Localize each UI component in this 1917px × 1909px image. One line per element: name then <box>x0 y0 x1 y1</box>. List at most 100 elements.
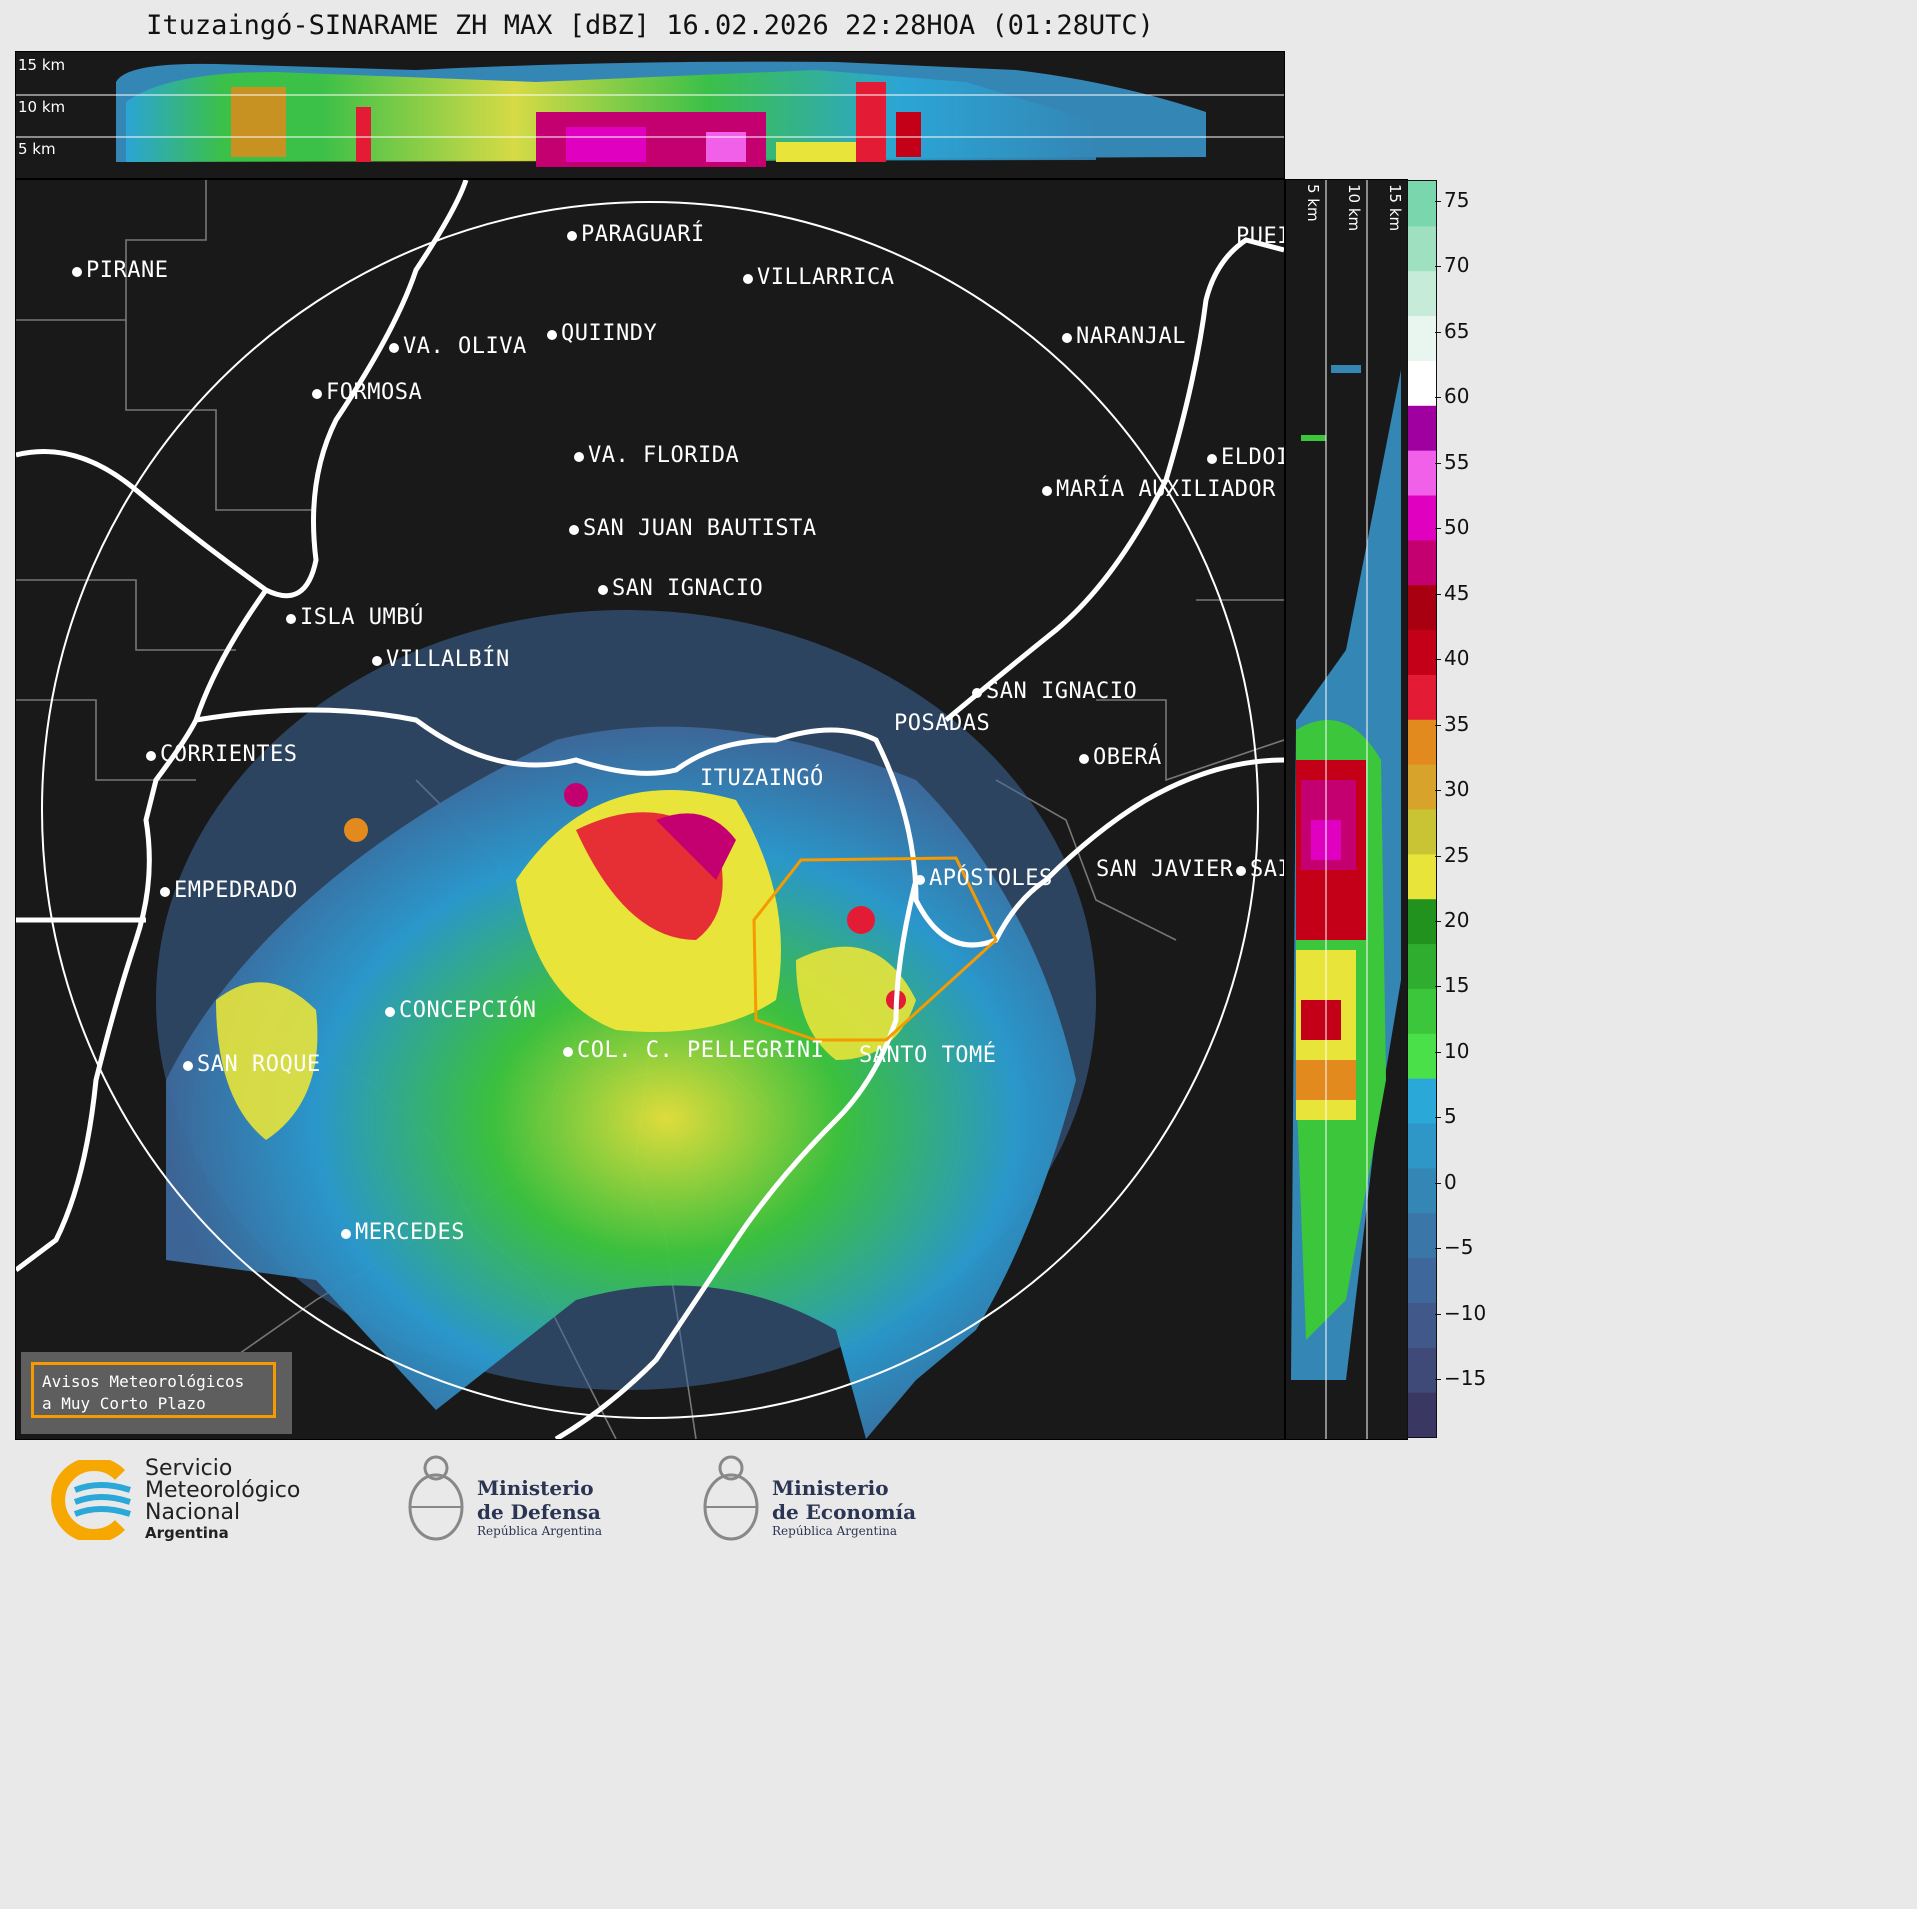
argentina-shield-icon <box>408 1455 464 1541</box>
colorbar-swatch <box>1408 1033 1436 1079</box>
river-lines <box>16 180 1284 1439</box>
economia-logo: Ministerio de Economía República Argenti… <box>698 1452 938 1552</box>
colorbar-swatch <box>1408 1347 1436 1393</box>
radar-map-panel: PIRANE PARAGUARÍ VILLARRICA VA. OLIVA QU… <box>15 179 1285 1440</box>
city-villalbin: VILLALBÍN <box>372 647 510 672</box>
defensa-logo-line-3: República Argentina <box>477 1524 603 1538</box>
colorbar-tick-label: 50 <box>1434 515 1470 540</box>
colorbar-tick-label: 45 <box>1434 580 1470 605</box>
colorbar-tick-label: −5 <box>1434 1235 1474 1260</box>
city-concepcion: CONCEPCIÓN <box>385 998 536 1023</box>
colorbar-swatch <box>1408 764 1436 810</box>
colorbar-swatch <box>1408 181 1436 227</box>
colorbar-tick-label: 70 <box>1434 253 1470 278</box>
colorbar-tick-label: 35 <box>1434 711 1470 736</box>
economia-logo-line-1: Ministerio <box>772 1476 889 1500</box>
city-puei: PUEI <box>1236 224 1284 249</box>
colorbar-swatches <box>1408 181 1436 1437</box>
km-label-10: 10 km <box>18 98 66 116</box>
city-naranjal: NARANJAL <box>1062 324 1186 349</box>
colorbar-swatch <box>1408 853 1436 900</box>
city-col-c-pellegrini: COL. C. PELLEGRINI <box>563 1038 824 1063</box>
city-formosa: FORMOSA <box>312 380 422 405</box>
smn-logo-line-2: Meteorológico <box>145 1478 301 1503</box>
smn-logo-line-1: Servicio <box>145 1456 233 1481</box>
colorbar-swatch <box>1408 1392 1436 1437</box>
colorbar-swatch <box>1408 1212 1436 1259</box>
colorbar-tick-label: 40 <box>1434 646 1470 671</box>
colorbar-tick-label: 15 <box>1434 973 1470 998</box>
colorbar-tick-label: 60 <box>1434 384 1470 409</box>
colorbar-tick-label: 75 <box>1434 188 1470 212</box>
chart-title: Ituzaingó-SINARAME ZH MAX [dBZ] 16.02.20… <box>146 10 1154 41</box>
colorbar-tick-label: −15 <box>1434 1366 1487 1391</box>
colorbar-swatch <box>1408 674 1436 720</box>
top-cross-section-panel: 15 km 10 km 5 km <box>15 51 1285 179</box>
colorbar-tick-label: 0 <box>1435 1169 1457 1194</box>
colorbar-swatch <box>1408 719 1436 765</box>
city-sai: SAI <box>1236 857 1284 882</box>
colorbar-swatch <box>1408 315 1436 361</box>
city-posadas: POSADAS <box>894 711 991 736</box>
colorbar <box>1407 180 1437 1438</box>
colorbar-swatch <box>1408 1302 1436 1348</box>
city-va-oliva: VA. OLIVA <box>389 334 527 359</box>
city-san-ignacio-py: SAN IGNACIO <box>598 576 763 601</box>
defensa-logo: Ministerio de Defensa República Argentin… <box>403 1452 623 1552</box>
warning-legend: Avisos Meteorológicos a Muy Corto Plazo <box>21 1352 292 1434</box>
colorbar-swatch <box>1408 495 1436 541</box>
economia-logo-line-3: República Argentina <box>772 1524 898 1538</box>
city-obera: OBERÁ <box>1079 745 1162 770</box>
economia-logo-line-2: de Economía <box>772 1500 917 1524</box>
city-santo-tome: SANTO TOMÉ <box>859 1043 997 1068</box>
colorbar-swatch <box>1408 1167 1436 1214</box>
colorbar-swatch <box>1408 1257 1436 1303</box>
side-km-label-5: 5 km <box>1304 184 1322 222</box>
colorbar-swatch <box>1408 450 1436 496</box>
colorbar-swatch <box>1408 629 1436 675</box>
city-san-juan-bautista: SAN JUAN BAUTISTA <box>569 516 817 541</box>
colorbar-swatch <box>1408 988 1436 1034</box>
city-eldoi: ELDOI <box>1207 445 1284 470</box>
defensa-logo-line-2: de Defensa <box>477 1500 601 1524</box>
colorbar-tick-label: 25 <box>1434 842 1470 867</box>
city-apostoles: APÓSTOLES <box>915 866 1053 891</box>
city-pirane: PIRANE <box>72 258 168 283</box>
warning-legend-line-1: Avisos Meteorológicos <box>42 1372 245 1391</box>
colorbar-swatch <box>1408 898 1436 945</box>
km-label-15: 15 km <box>18 56 66 74</box>
colorbar-tick-label: 5 <box>1435 1104 1457 1129</box>
city-san-ignacio-ar: SAN IGNACIO <box>972 679 1137 704</box>
colorbar-swatch <box>1408 225 1436 272</box>
warning-legend-line-2: a Muy Corto Plazo <box>42 1394 206 1413</box>
argentina-shield-icon <box>703 1455 759 1541</box>
city-va-florida: VA. FLORIDA <box>574 443 739 468</box>
side-km-label-15: 15 km <box>1386 184 1404 232</box>
city-maria-auxiliador: MARÍA AUXILIADOR <box>1042 477 1276 502</box>
smn-logo-mark <box>51 1460 131 1540</box>
km-label-5: 5 km <box>18 140 56 158</box>
smn-logo-line-3: Nacional <box>145 1500 241 1525</box>
colorbar-tick-label: 30 <box>1434 777 1470 802</box>
top-cross-section-echoes <box>16 61 1284 167</box>
defensa-logo-line-1: Ministerio <box>477 1476 594 1500</box>
colorbar-swatch <box>1408 270 1436 317</box>
colorbar-swatch <box>1408 360 1436 406</box>
city-quiindy: QUIINDY <box>547 321 657 346</box>
colorbar-swatch <box>1408 584 1436 631</box>
colorbar-swatch <box>1408 1123 1436 1169</box>
colorbar-tick-label: 20 <box>1434 907 1470 932</box>
colorbar-tick-label: 55 <box>1434 449 1470 474</box>
city-empedrado: EMPEDRADO <box>160 878 298 903</box>
city-mercedes: MERCEDES <box>341 1220 465 1245</box>
radar-map-svg <box>16 180 1284 1439</box>
side-km-label-10: 10 km <box>1345 184 1363 232</box>
city-san-javier: SAN JAVIER <box>1096 857 1234 882</box>
smn-logo-line-4: Argentina <box>145 1524 229 1542</box>
colorbar-tick-label: 10 <box>1434 1038 1470 1063</box>
colorbar-swatch <box>1408 539 1436 586</box>
city-san-roque: SAN ROQUE <box>183 1052 321 1077</box>
colorbar-swatch <box>1408 1078 1436 1124</box>
city-paraguari: PARAGUARÍ <box>567 222 705 247</box>
warning-polygon[interactable] <box>752 856 998 1042</box>
